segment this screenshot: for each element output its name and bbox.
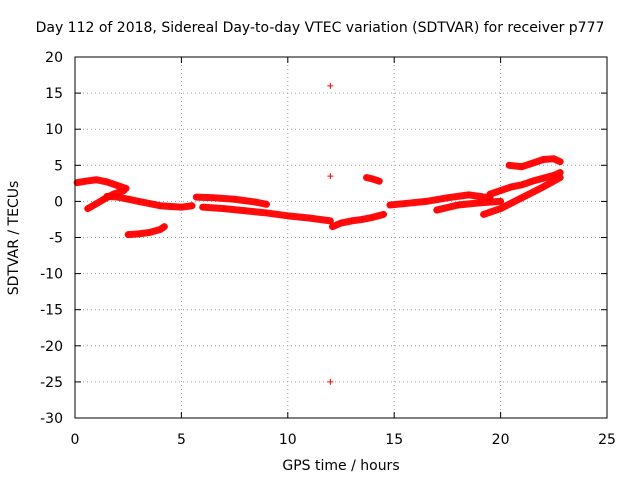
x-tick-label: 25: [598, 432, 616, 448]
data-point: [508, 183, 515, 190]
data-point: [84, 205, 91, 212]
data-point: [103, 178, 110, 185]
data-layer: [73, 82, 564, 385]
data-point: [486, 191, 493, 198]
data-point: [329, 223, 336, 230]
data-point: [529, 160, 536, 167]
data-point: [518, 181, 525, 188]
data-point: [135, 198, 142, 205]
data-point: [359, 216, 366, 223]
data-point: [338, 220, 344, 227]
x-tick-label: 5: [177, 432, 186, 448]
x-tick-label: 15: [385, 432, 403, 448]
data-point: [125, 231, 132, 238]
data-point: [497, 198, 504, 205]
data-point: [178, 204, 185, 211]
x-tick-label: 0: [71, 432, 80, 448]
data-point: [386, 202, 393, 209]
data-point: [369, 214, 376, 221]
data-point: [327, 217, 334, 224]
y-tick-label: 10: [45, 122, 63, 138]
x-axis-label: GPS time / hours: [282, 458, 399, 474]
data-point: [231, 196, 238, 203]
data-point: [557, 174, 564, 181]
data-point: [82, 178, 89, 185]
data-point: [146, 229, 153, 236]
data-point: [284, 212, 291, 219]
data-point: [125, 196, 132, 203]
y-tick-label: -15: [40, 303, 63, 319]
data-band: [433, 197, 505, 214]
outlier-point: [327, 82, 334, 89]
data-point: [518, 163, 525, 170]
data-point: [497, 205, 504, 212]
y-tick-label: -10: [40, 267, 63, 283]
grid: [75, 57, 607, 418]
data-point: [157, 226, 164, 233]
chart-title: Day 112 of 2018, Sidereal Day-to-day VTE…: [36, 20, 605, 36]
data-point: [263, 201, 270, 208]
y-tick-label: -20: [40, 339, 63, 355]
data-point: [157, 202, 164, 209]
x-tick-label: 10: [279, 432, 297, 448]
data-point: [444, 194, 451, 201]
data-point: [506, 162, 513, 169]
outlier-point: [327, 378, 334, 385]
data-point: [189, 202, 196, 209]
data-point: [114, 182, 121, 189]
x-tick-label: 20: [492, 432, 510, 448]
data-point: [91, 202, 98, 209]
data-point: [242, 207, 249, 214]
data-point: [540, 183, 547, 190]
data-point: [380, 211, 387, 218]
data-point: [120, 187, 127, 194]
data-point: [455, 202, 462, 209]
data-point: [348, 217, 355, 224]
data-point: [376, 178, 383, 185]
x-ticks: 0 5 10 15 20 25: [71, 57, 616, 448]
data-point: [263, 209, 270, 216]
data-point: [529, 178, 536, 185]
data-point: [497, 187, 504, 194]
y-tick-label: 20: [45, 50, 63, 66]
y-tick-label: 15: [45, 86, 63, 102]
data-point: [193, 194, 200, 201]
data-point: [103, 193, 110, 200]
data-point: [540, 156, 547, 163]
data-point: [167, 203, 174, 210]
data-point: [363, 174, 370, 181]
y-axis-label: SDTVAR / TECUs: [6, 181, 22, 296]
data-point: [465, 191, 472, 198]
data-point: [557, 158, 564, 165]
data-point: [199, 204, 206, 211]
data-point: [518, 194, 525, 201]
data-point: [252, 199, 259, 206]
data-point: [161, 223, 168, 230]
data-point: [99, 196, 106, 203]
y-tick-label: 5: [54, 158, 63, 174]
data-point: [369, 176, 376, 183]
data-point: [540, 175, 547, 182]
data-point: [476, 199, 483, 206]
y-tick-label: -25: [40, 375, 63, 391]
data-point: [433, 207, 440, 214]
y-ticks: -30 -25 -20 -15 -10 -5 0 5 10 15 20: [40, 50, 607, 427]
data-point: [93, 176, 100, 183]
data-point: [401, 200, 408, 207]
outlier-point: [327, 173, 334, 180]
data-point: [135, 230, 142, 237]
data-point: [306, 215, 313, 222]
data-point: [220, 205, 227, 212]
data-point: [114, 194, 121, 201]
data-point: [146, 200, 153, 207]
data-point: [210, 194, 217, 201]
data-point: [480, 211, 487, 218]
y-tick-label: 0: [54, 194, 63, 210]
data-point: [550, 155, 557, 162]
y-tick-label: -30: [40, 411, 63, 427]
data-point: [423, 198, 430, 205]
y-tick-label: -5: [49, 231, 63, 247]
